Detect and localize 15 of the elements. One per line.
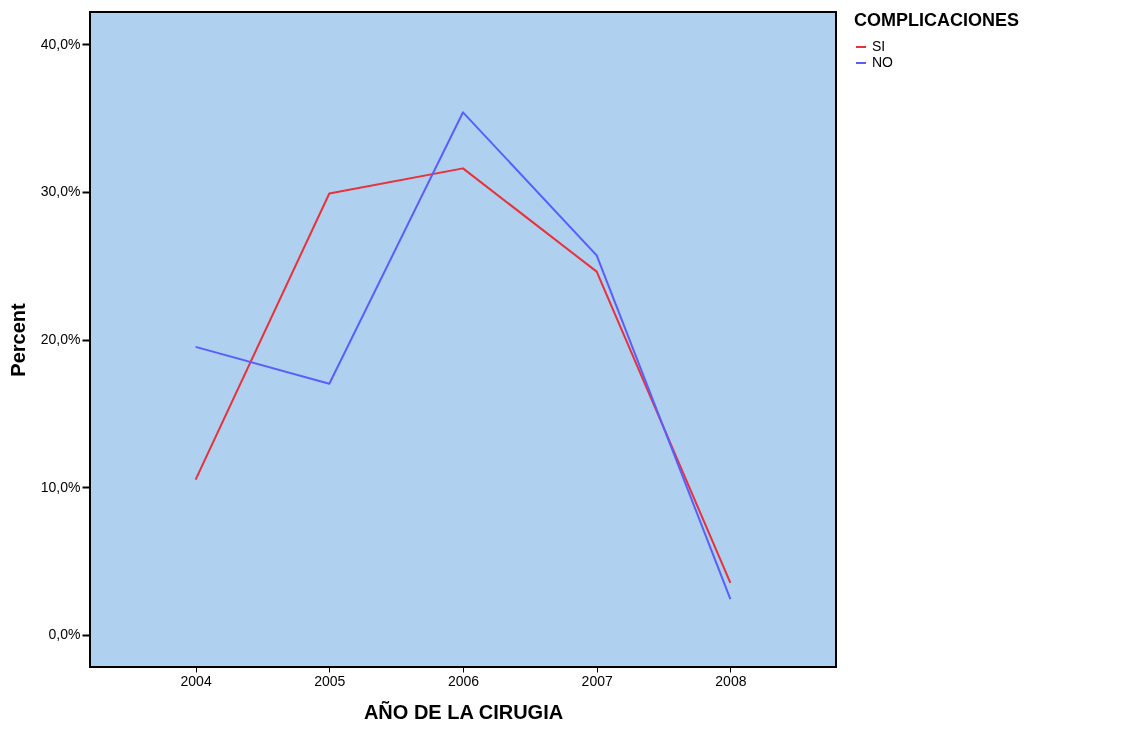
legend-label: SI — [872, 38, 886, 54]
y-tick-label: 10,0% — [40, 478, 81, 495]
x-tick-label: 2006 — [447, 672, 480, 689]
x-tick-label: 2005 — [314, 672, 346, 689]
x-tick-label: 2008 — [715, 672, 747, 689]
legend-title: COMPLICACIONES — [854, 10, 1020, 30]
y-tick-label: 30,0% — [40, 183, 81, 200]
y-axis-title: Percent — [6, 302, 29, 377]
x-tick-label: 2004 — [180, 672, 212, 689]
y-tick-label: 40,0% — [40, 35, 81, 52]
x-tick-label: 2007 — [581, 672, 613, 689]
y-tick-label: 20,0% — [40, 331, 81, 347]
x-axis-title: AÑO DE LA CIRUGIA — [363, 700, 564, 723]
y-tick-label: 0,0% — [48, 626, 81, 643]
legend-label: NO — [872, 54, 894, 70]
